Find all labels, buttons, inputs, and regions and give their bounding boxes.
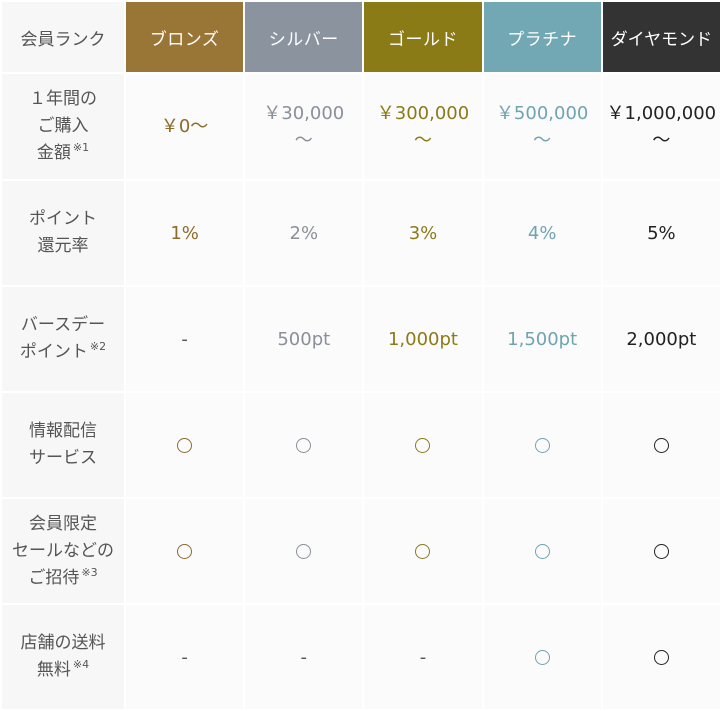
row-label-point-rate: ポイント 還元率 (0, 179, 126, 287)
rank-header-platinum: プラチナ (481, 0, 603, 74)
row-label-free-shipping: 店舗の送料 無料 ※4 (0, 603, 126, 711)
row-point-rate: ポイント 還元率 1% 2% 3% 4% 5% (0, 179, 720, 287)
shipping-platinum (481, 603, 603, 711)
available-circle-icon (653, 438, 669, 453)
available-circle-icon (177, 438, 193, 453)
info-silver (243, 391, 365, 499)
birthday-diamond: 2,000pt (600, 285, 720, 393)
rank-header-bronze: ブロンズ (123, 0, 246, 74)
rank-header-diamond: ダイヤモンド (600, 0, 720, 74)
available-circle-icon (415, 544, 431, 559)
available-circle-icon (534, 544, 550, 559)
row-label-info-service: 情報配信 サービス (0, 391, 126, 499)
available-circle-icon (653, 544, 669, 559)
shipping-diamond (600, 603, 720, 711)
purchase-diamond: ￥1,000,000 ～ (600, 72, 720, 181)
rank-label-header: 会員ランク (0, 0, 126, 74)
info-diamond (600, 391, 720, 499)
point-rate-gold: 3% (362, 179, 484, 287)
available-circle-icon (534, 438, 550, 453)
rank-header-silver: シルバー (243, 0, 365, 74)
row-label-birthday-points: バースデー ポイント ※2 (0, 285, 126, 393)
point-rate-diamond: 5% (600, 179, 720, 287)
sale-bronze (123, 497, 246, 605)
row-annual-purchase: １年間の ご購入 金額 ※1 ￥0～ ￥30,000 ～ ￥300,000 ～ ￥50… (0, 72, 720, 181)
available-circle-icon (296, 544, 312, 559)
info-platinum (481, 391, 603, 499)
sale-diamond (600, 497, 720, 605)
info-gold (362, 391, 484, 499)
purchase-platinum: ￥500,000 ～ (481, 72, 603, 181)
point-rate-platinum: 4% (481, 179, 603, 287)
row-birthday-points: バースデー ポイント ※2 - 500pt 1,000pt 1,500pt 2,0… (0, 285, 720, 393)
row-member-sale: 会員限定 セールなどの ご招待 ※3 (0, 497, 720, 605)
birthday-gold: 1,000pt (362, 285, 484, 393)
shipping-bronze: - (123, 603, 246, 711)
shipping-silver: - (243, 603, 365, 711)
rank-header-gold: ゴールド (362, 0, 484, 74)
row-info-service: 情報配信 サービス (0, 391, 720, 499)
footnote-marker: ※4 (72, 658, 90, 672)
purchase-bronze: ￥0～ (123, 72, 246, 181)
shipping-gold: - (362, 603, 484, 711)
row-free-shipping: 店舗の送料 無料 ※4 - - - (0, 603, 720, 711)
row-label-annual-purchase: １年間の ご購入 金額 ※1 (0, 72, 126, 181)
available-circle-icon (296, 438, 312, 453)
sale-platinum (481, 497, 603, 605)
purchase-silver: ￥30,000 ～ (243, 72, 365, 181)
birthday-silver: 500pt (243, 285, 365, 393)
footnote-marker: ※1 (72, 141, 90, 155)
info-bronze (123, 391, 246, 499)
row-label-member-sale: 会員限定 セールなどの ご招待 ※3 (0, 497, 126, 605)
available-circle-icon (534, 650, 550, 665)
footnote-marker: ※3 (81, 565, 98, 579)
available-circle-icon (415, 438, 431, 453)
sale-gold (362, 497, 484, 605)
header-row: 会員ランク ブロンズ シルバー ゴールド プラチナ ダイヤモンド (0, 0, 720, 74)
birthday-platinum: 1,500pt (481, 285, 603, 393)
sale-silver (243, 497, 365, 605)
birthday-bronze: - (123, 285, 246, 393)
point-rate-silver: 2% (243, 179, 365, 287)
available-circle-icon (653, 650, 669, 665)
available-circle-icon (177, 544, 193, 559)
point-rate-bronze: 1% (123, 179, 246, 287)
footnote-marker: ※2 (89, 340, 107, 354)
purchase-gold: ￥300,000 ～ (362, 72, 484, 181)
